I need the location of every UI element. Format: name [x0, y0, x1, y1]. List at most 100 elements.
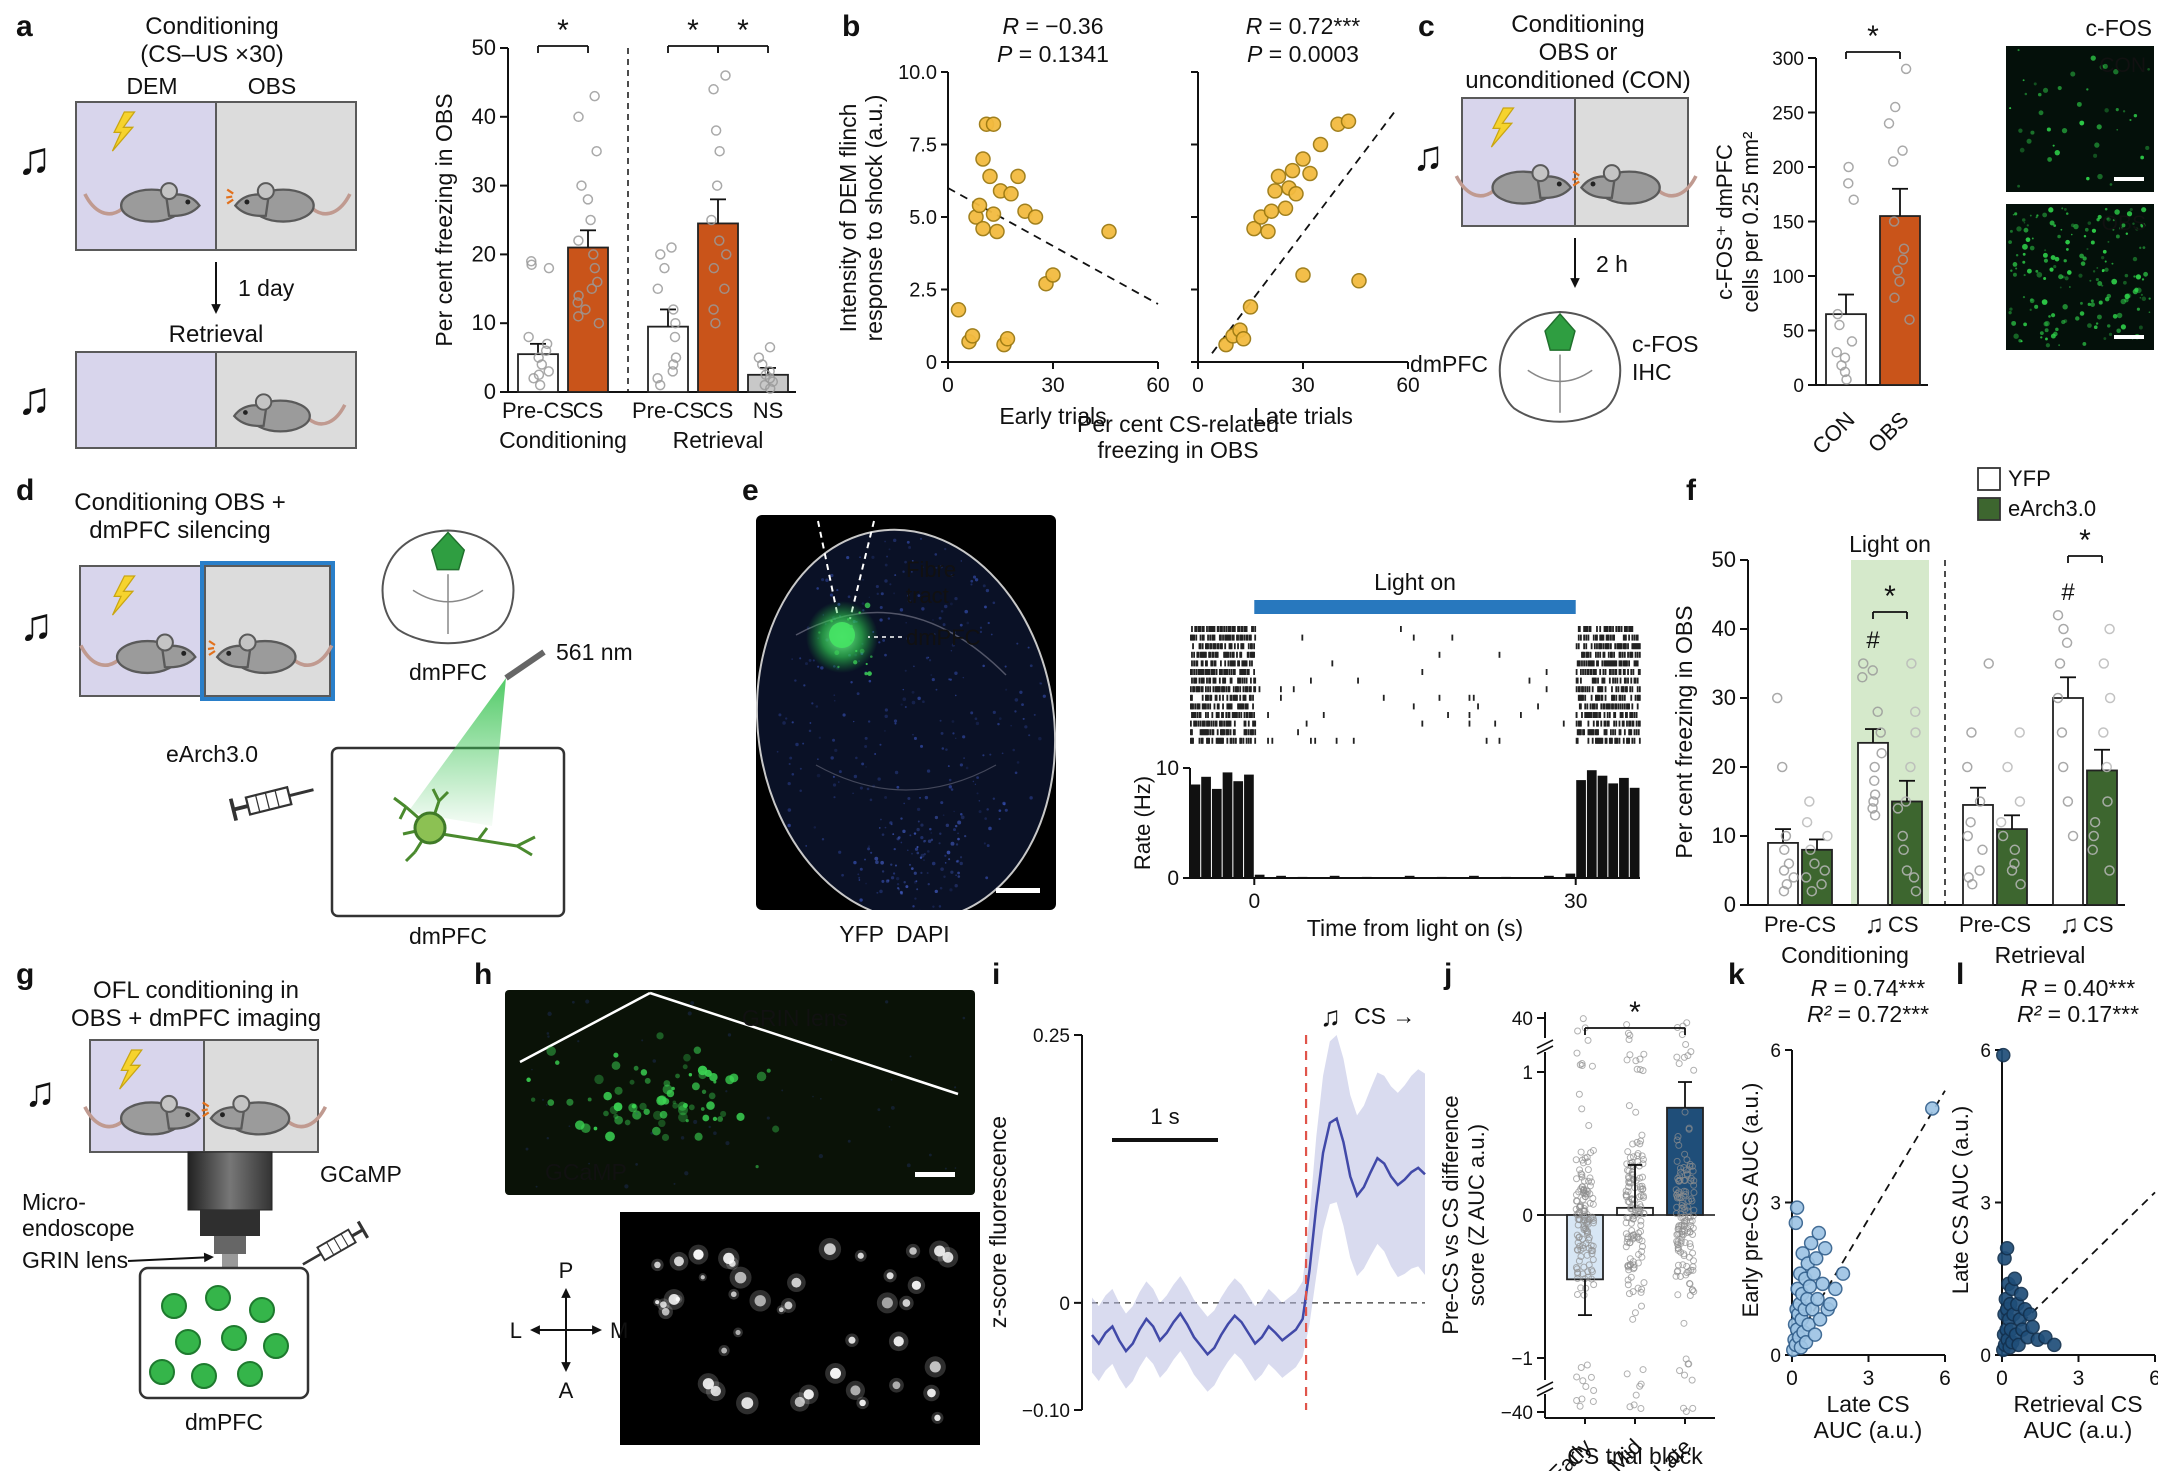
spike: [1628, 634, 1631, 641]
spike: [1623, 694, 1626, 701]
spike: [1191, 669, 1193, 675]
data-point: [1675, 1060, 1683, 1068]
dot: [2038, 110, 2044, 116]
spike: [1246, 669, 1249, 675]
dot: [2016, 226, 2022, 232]
spike: [1578, 703, 1581, 710]
dot: [934, 553, 938, 556]
data-point: [1626, 1154, 1634, 1162]
spike: [1223, 626, 1226, 632]
dot: [2086, 176, 2090, 181]
data-point: [2009, 844, 2021, 856]
dot: [1014, 771, 1018, 775]
stat-text: R = −0.36: [1002, 13, 1103, 39]
dot: [849, 624, 853, 629]
dot: [2042, 212, 2048, 218]
spike: [1587, 720, 1590, 727]
dot: [2129, 207, 2133, 212]
mouse-icon: [1579, 164, 1698, 205]
spike: [1211, 669, 1214, 675]
spike: [1638, 686, 1641, 693]
dot: [1004, 808, 1008, 812]
spike: [1580, 634, 1582, 641]
dot: [2055, 327, 2059, 332]
data-point: [982, 168, 998, 185]
data-point: [1900, 63, 1912, 75]
data-point: [1572, 1156, 1580, 1164]
data-point: [1590, 1281, 1598, 1289]
neuron-cell: [249, 1297, 275, 1323]
dot: [2097, 173, 2103, 180]
dot: [2057, 85, 2062, 91]
spike: [1583, 729, 1586, 736]
optic-fibre: [504, 649, 546, 681]
spike: [1603, 651, 1606, 658]
spike: [1635, 729, 1638, 736]
arrowhead: [203, 1252, 214, 1263]
data-point: [1576, 1203, 1584, 1211]
spike: [1221, 686, 1223, 693]
dot: [799, 767, 802, 770]
dot: [2018, 338, 2022, 343]
data-point: [1846, 336, 1858, 347]
dot: [2116, 128, 2119, 131]
dot: [693, 1046, 702, 1054]
spike: [1619, 669, 1622, 675]
spike: [1191, 712, 1193, 718]
dot: [910, 867, 914, 870]
dot: [900, 892, 903, 895]
data-point: [592, 276, 603, 288]
spike: [1213, 703, 1216, 710]
spike: [1241, 626, 1244, 632]
spike: [1229, 643, 1232, 650]
spike: [1217, 643, 1220, 650]
x-axis-label: CS trial block: [1567, 1443, 1703, 1469]
spike: [1576, 737, 1579, 744]
data-point: [1589, 1242, 1597, 1250]
data-point: [573, 290, 584, 301]
dot: [836, 589, 839, 592]
spike: [1190, 737, 1192, 744]
spike: [1193, 634, 1196, 641]
dot: [920, 871, 923, 874]
data-point: [1623, 1370, 1631, 1378]
dot: [978, 799, 981, 802]
spike: [1621, 703, 1624, 710]
dot: [824, 1243, 836, 1256]
spike: [1242, 737, 1245, 744]
spike: [1214, 686, 1217, 693]
spike: [1585, 651, 1588, 658]
spike: [1607, 660, 1610, 667]
spike: [1611, 660, 1613, 667]
dot: [2096, 124, 2102, 130]
data-point: [591, 145, 602, 157]
data-point: [1788, 1215, 1804, 1231]
data-point: [1575, 1234, 1583, 1242]
dot: [868, 596, 871, 598]
spike: [1613, 712, 1616, 718]
spike: [1611, 703, 1613, 710]
dot: [940, 609, 944, 613]
data-point: [1680, 1187, 1688, 1195]
spike: [1623, 660, 1626, 667]
data-point: [1779, 844, 1790, 856]
spike: [1233, 720, 1236, 727]
dot: [725, 1090, 728, 1093]
spike: [1220, 643, 1222, 650]
dot: [2061, 127, 2068, 134]
data-point: [1672, 1186, 1680, 1194]
data-point: [1582, 1382, 1590, 1390]
spike: [1201, 634, 1204, 641]
data-point: [1573, 1211, 1581, 1219]
spike: [1590, 712, 1593, 718]
spike: [1625, 643, 1627, 650]
spike: [1198, 677, 1201, 684]
data-point: [1639, 1160, 1647, 1168]
spike: [1292, 686, 1295, 693]
data-point: [1573, 1291, 1581, 1299]
dot: [865, 882, 867, 885]
spike: [1194, 720, 1197, 727]
data-point: [1771, 692, 1783, 704]
dot: [955, 860, 959, 863]
spike: [1242, 660, 1245, 667]
